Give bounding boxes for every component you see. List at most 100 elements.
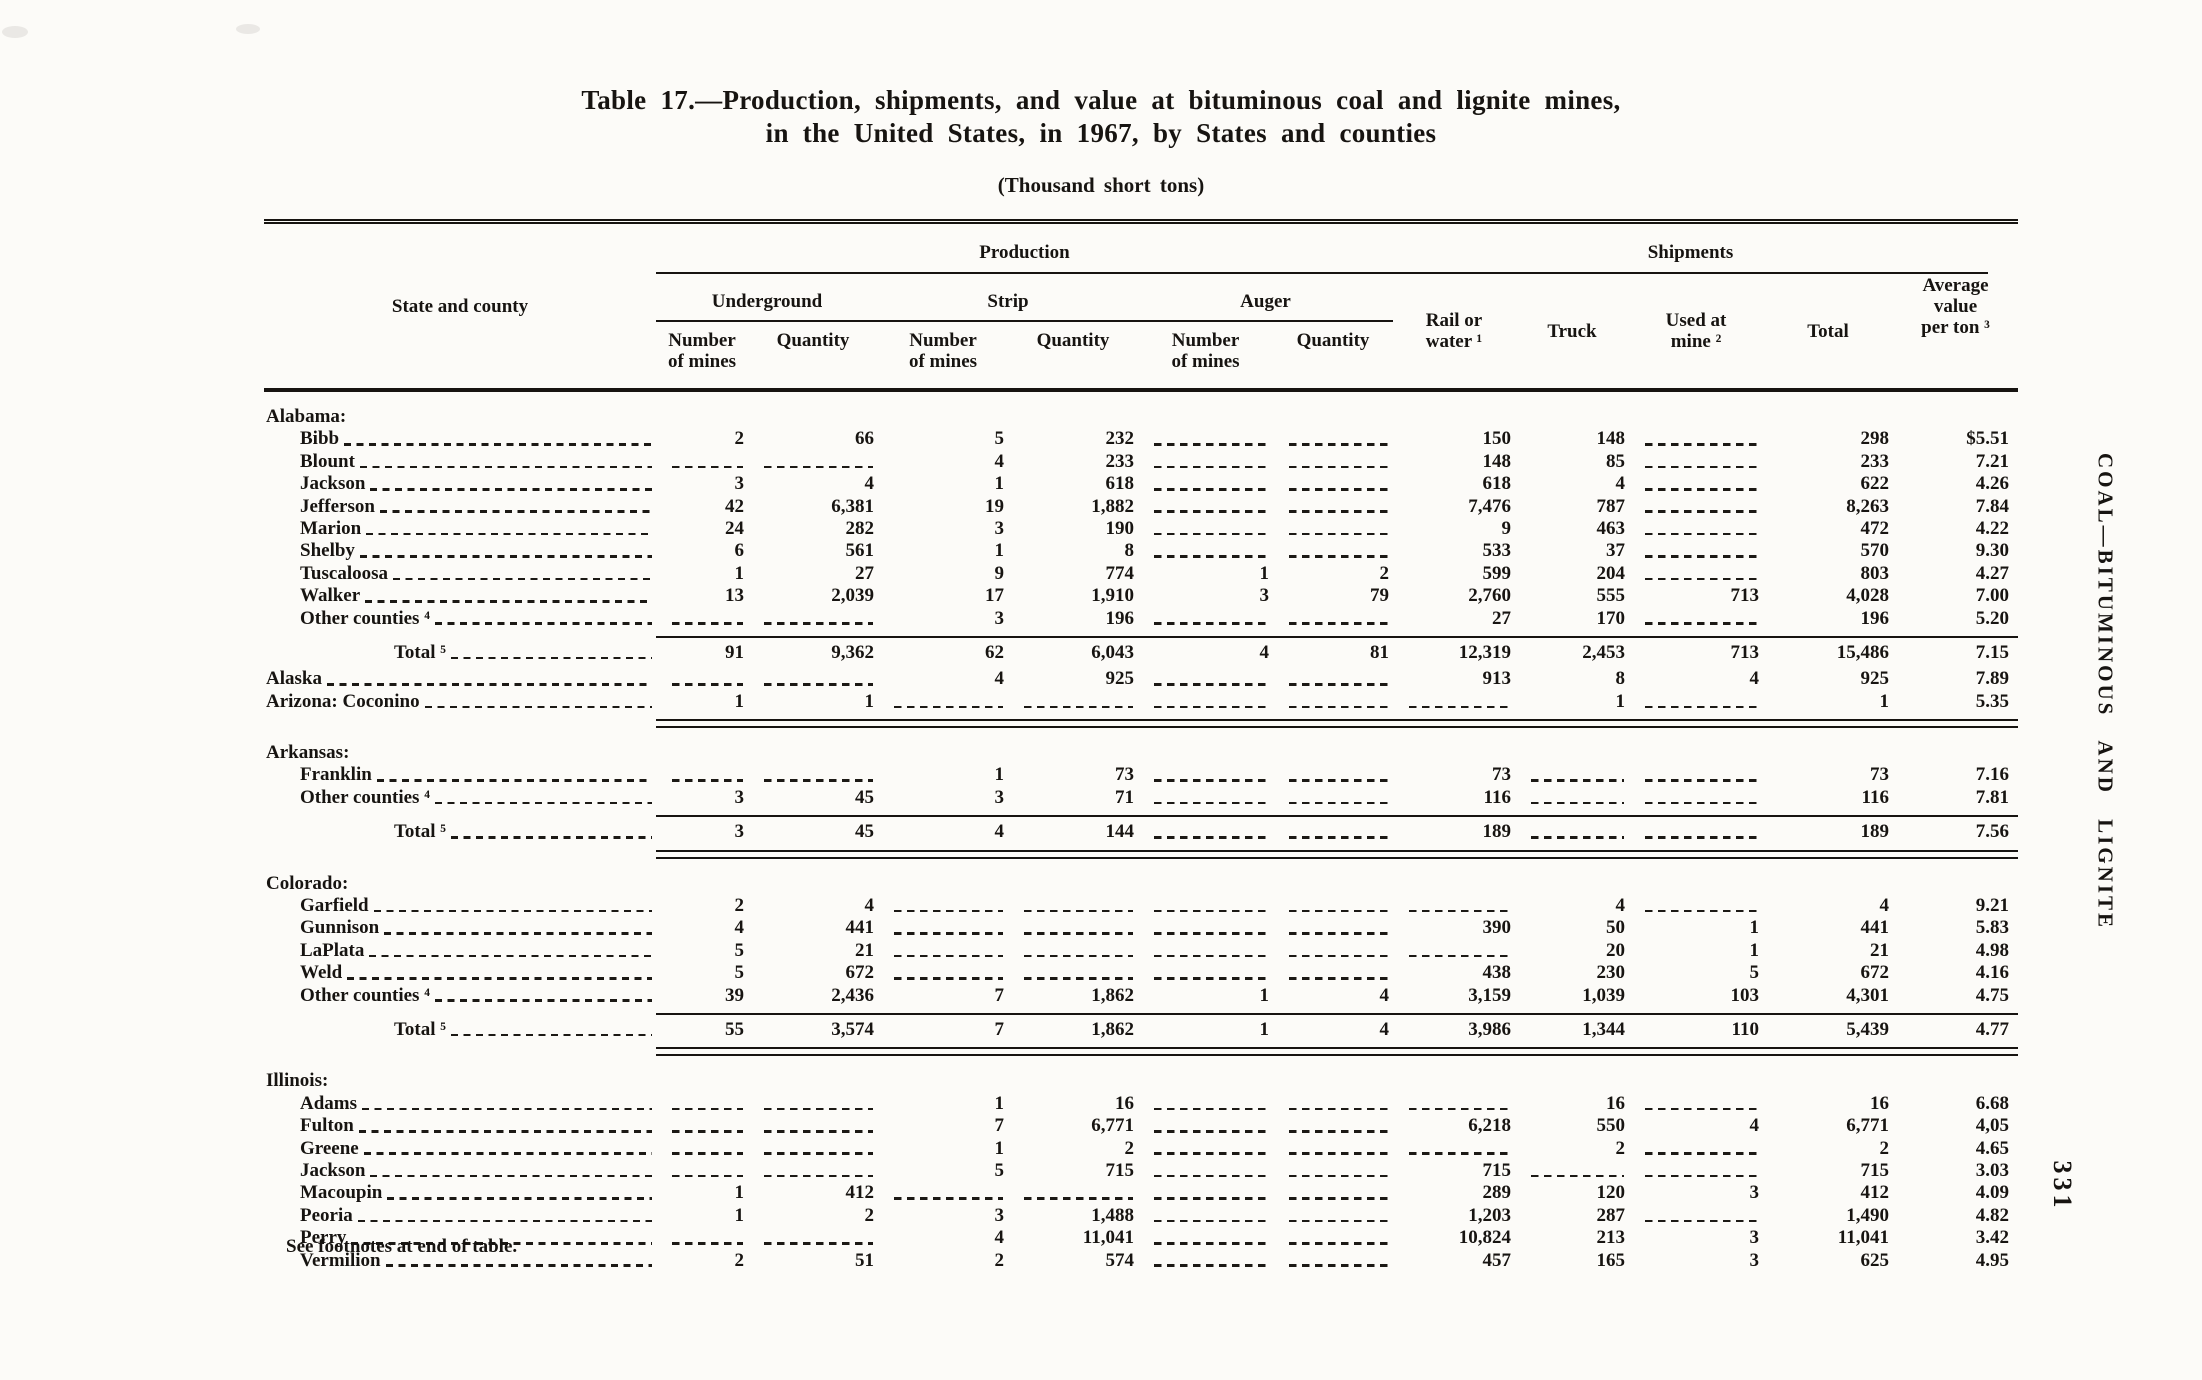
dotted-leader	[359, 465, 652, 469]
table-row: Other counties ⁴ 39 2,436 7 1,862 1 4 3,159 1,03…	[264, 985, 2018, 1007]
table-row: Illinois:	[264, 1070, 2018, 1092]
cell-strip_mines: 4	[994, 450, 1005, 472]
cell-rail_or_water	[1393, 691, 1515, 713]
row-label: Vermilion	[264, 1250, 656, 1272]
row-label-text: Illinois:	[266, 1070, 329, 1092]
cell-ug_mines: 6	[734, 540, 745, 562]
table-subtitle: (Thousand short tons)	[997, 173, 1205, 197]
cell-auger_mines	[1138, 1115, 1273, 1137]
row-label: Blount	[264, 451, 656, 473]
cell-auger_mines: 3	[1259, 585, 1270, 607]
cell-strip_mines	[878, 917, 1008, 939]
cell-truck	[1515, 764, 1629, 786]
cell-ug_quantity: 561	[845, 540, 875, 562]
data-table: State and county Production Shipments Un…	[264, 219, 2018, 1272]
cell-strip_mines: 4	[994, 1227, 1005, 1249]
table-body: Alabama: Bibb 2 66 5 232 150 148 298 $5.51 Blount 4…	[264, 406, 2018, 1272]
cell-ug_mines: 91	[725, 641, 744, 663]
cell-auger_mines	[1138, 917, 1273, 939]
cell-strip_quantity	[1008, 895, 1138, 917]
cell-auger_mines	[1138, 940, 1273, 962]
row-label-text: Alaska	[266, 668, 322, 690]
cell-rail_or_water: 533	[1482, 540, 1512, 562]
cell-avg_value: 4.98	[1975, 939, 2009, 961]
cell-strip_mines: 9	[994, 562, 1005, 584]
cell-total: 472	[1860, 517, 1890, 539]
cell-auger_quantity	[1273, 428, 1393, 450]
row-label-text: Other counties ⁴	[300, 607, 430, 629]
cell-truck: 85	[1606, 450, 1625, 472]
cell-avg_value: 4.09	[1975, 1182, 2009, 1204]
cell-total: 803	[1860, 562, 1890, 584]
cell-avg_value: 7.00	[1975, 585, 2009, 607]
row-label: Arkansas:	[264, 742, 656, 764]
cell-ug_quantity	[748, 764, 878, 786]
dotted-leader	[359, 555, 652, 558]
table-header: State and county Production Shipments Un…	[264, 224, 2018, 388]
cell-ug_quantity: 4	[864, 473, 875, 495]
cell-auger_mines	[1138, 518, 1273, 540]
table-row: Shelby 6 561 1 8 533 37 570 9.30	[264, 540, 2018, 562]
cell-total: 715	[1860, 1159, 1890, 1181]
cell-used_at_mine	[1629, 518, 1763, 540]
cell-truck: 204	[1596, 562, 1626, 584]
cell-avg_value: 7.15	[1975, 641, 2009, 663]
row-label: Adams	[264, 1093, 656, 1115]
cell-used_at_mine	[1629, 787, 1763, 809]
cell-ug_quantity: 66	[855, 428, 874, 450]
cell-auger_quantity: 4	[1379, 1018, 1390, 1040]
table-row: Fulton 7 6,771 6,218 550 4 6,771 4,05	[264, 1115, 2018, 1137]
cell-used_at_mine: 3	[1749, 1182, 1760, 1204]
cell-auger_quantity	[1273, 473, 1393, 495]
row-label-text: Colorado:	[266, 872, 349, 894]
row-label-text: Total ⁵	[394, 1018, 446, 1040]
cell-rail_or_water: 438	[1482, 962, 1512, 984]
cell-auger_quantity	[1273, 821, 1393, 843]
cell-auger_quantity	[1273, 608, 1393, 630]
row-label: Alaska	[264, 668, 656, 690]
dotted-leader	[344, 443, 652, 446]
cell-total: 73	[1870, 764, 1889, 786]
cell-ug_mines: 3	[734, 821, 745, 843]
cell-auger_mines	[1138, 962, 1273, 984]
row-label: Weld	[264, 962, 656, 984]
cell-used_at_mine: 1	[1749, 939, 1760, 961]
row-label-text: Garfield	[300, 895, 369, 917]
row-label-text: Total ⁵	[394, 821, 446, 843]
header-number-of-mines: Number of mines	[908, 330, 978, 372]
cell-rail_or_water: 148	[1482, 450, 1512, 472]
cell-ug_mines: 42	[725, 495, 744, 517]
cell-avg_value: 4.77	[1975, 1018, 2009, 1040]
cell-strip_mines	[878, 1182, 1008, 1204]
row-label-text: Bibb	[300, 428, 340, 450]
row-label-text: LaPlata	[300, 939, 365, 961]
cell-truck: 4	[1615, 473, 1626, 495]
cell-auger_quantity	[1273, 668, 1393, 690]
row-label: Marion	[264, 518, 656, 540]
table-row: Arizona: Coconino 1 1 1 1 5.35	[264, 691, 2018, 713]
cell-rail_or_water: 7,476	[1468, 495, 1511, 517]
cell-total: 11,041	[1837, 1227, 1889, 1249]
cell-strip_quantity: 1,862	[1091, 1018, 1134, 1040]
row-label: Peoria	[264, 1205, 656, 1227]
dotted-leader	[370, 1174, 652, 1178]
header-truck: Truck	[1547, 320, 1597, 342]
cell-avg_value: 6.68	[1975, 1092, 2009, 1114]
header-rail-or-water: Rail or water ¹	[1425, 310, 1483, 352]
row-label: LaPlata	[264, 940, 656, 962]
row-label: Bibb	[264, 428, 656, 450]
cell-rail_or_water: 3,159	[1468, 984, 1511, 1006]
table-row: Arkansas:	[264, 742, 2018, 764]
cell-avg_value: 7.84	[1975, 495, 2009, 517]
dotted-leader	[369, 954, 652, 958]
cell-auger_quantity	[1273, 691, 1393, 713]
row-label: Other counties ⁴	[264, 985, 656, 1007]
cell-rail_or_water: 913	[1482, 668, 1512, 690]
cell-rail_or_water: 457	[1482, 1249, 1512, 1271]
single-rule	[656, 815, 2018, 818]
cell-strip_mines: 2	[994, 1249, 1005, 1271]
cell-used_at_mine	[1629, 821, 1763, 843]
cell-used_at_mine	[1629, 1160, 1763, 1182]
cell-strip_mines: 7	[994, 1018, 1005, 1040]
